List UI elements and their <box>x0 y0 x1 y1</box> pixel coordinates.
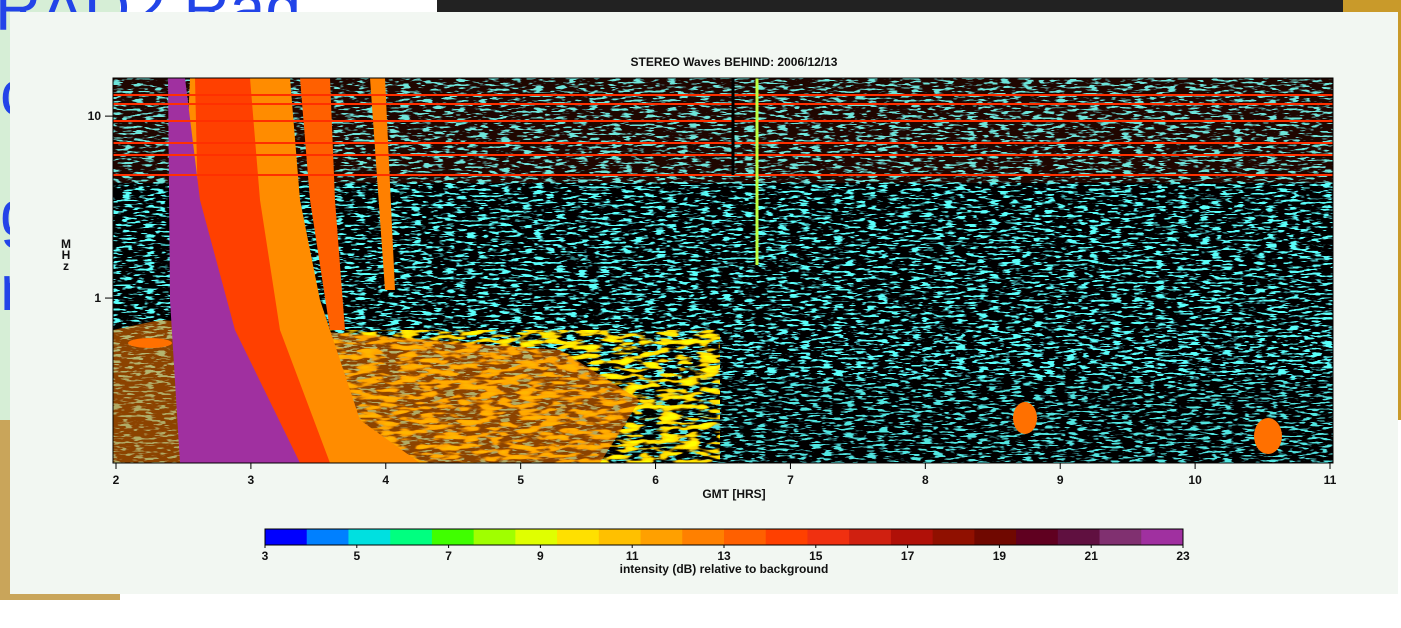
colorbar-label: intensity (dB) relative to background <box>620 562 829 576</box>
spot <box>128 338 172 348</box>
x-tick-label: 5 <box>517 473 524 487</box>
colorbar-cell <box>849 529 892 545</box>
x-tick-label: 3 <box>248 473 255 487</box>
colorbar-cell <box>640 529 683 545</box>
colorbar-cell <box>515 529 558 545</box>
colorbar-tick-label: 19 <box>993 549 1007 563</box>
colorbar-tick-label: 11 <box>626 549 639 563</box>
y-tick-label: 1 <box>94 291 101 305</box>
x-tick-label: 10 <box>1188 473 1202 487</box>
spot <box>1013 402 1037 434</box>
colorbar-cell <box>598 529 642 545</box>
x-tick-label: 6 <box>652 473 659 487</box>
colorbar-tick-label: 5 <box>353 549 360 563</box>
colorbar-cell <box>306 529 349 545</box>
band-lines <box>113 94 1333 176</box>
colorbar-cell <box>724 529 767 545</box>
colorbar-cell <box>1057 529 1101 545</box>
colorbar-cell <box>1099 529 1142 545</box>
colorbar-cell <box>431 529 475 545</box>
chart-title: STEREO Waves BEHIND: 2006/12/13 <box>631 55 838 69</box>
colorbar-cell <box>932 529 975 545</box>
colorbar-tick-label: 17 <box>901 549 915 563</box>
x-tick-label: 2 <box>113 473 120 487</box>
y-tick-label: 10 <box>88 109 102 123</box>
plot-frame <box>112 77 1334 464</box>
colorbar-tick-label: 7 <box>445 549 452 563</box>
colorbar-cell <box>473 529 516 545</box>
colorbar-cell <box>348 529 391 545</box>
colorbar-cell <box>807 529 850 545</box>
colorbar-cell <box>682 529 725 545</box>
burst-core <box>168 78 300 463</box>
colorbar-cell <box>974 529 1017 545</box>
colorbar-tick-label: 13 <box>717 549 731 563</box>
colorbar-cell <box>390 529 433 545</box>
colorbar-cell <box>1016 529 1059 545</box>
colorbar-tick-label: 3 <box>262 549 269 563</box>
colorbar-tick-label: 23 <box>1176 549 1190 563</box>
colorbar-tick-label: 9 <box>537 549 544 563</box>
x-tick-label: 4 <box>382 473 389 487</box>
colorbar-cell <box>890 529 934 545</box>
spot <box>1254 418 1282 454</box>
colorbar-cell <box>557 529 600 545</box>
colorbar-tick-label: 15 <box>809 549 823 563</box>
colorbar-cell <box>1141 529 1184 545</box>
x-tick-label: 9 <box>1057 473 1064 487</box>
x-axis-label: GMT [HRS] <box>702 487 765 501</box>
x-tick-label: 8 <box>922 473 929 487</box>
x-tick-label: 11 <box>1324 473 1337 487</box>
burst-envelope <box>300 78 345 330</box>
colorbar-tick-label: 21 <box>1085 549 1099 563</box>
photo-strip <box>437 0 1343 12</box>
colorbar-cell <box>265 529 308 545</box>
colorbar-cell <box>765 529 808 545</box>
burst-envelope <box>370 78 395 290</box>
spectrogram-image <box>113 78 1333 463</box>
x-tick-label: 7 <box>787 473 794 487</box>
